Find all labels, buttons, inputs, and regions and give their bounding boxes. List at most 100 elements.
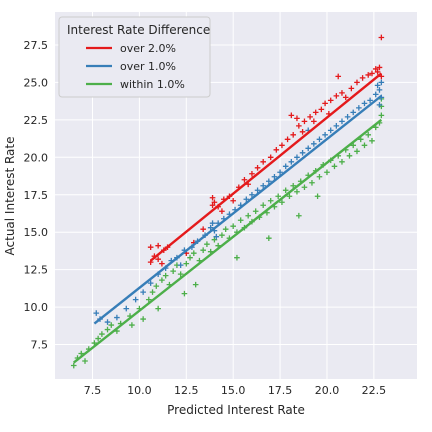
data-point xyxy=(249,191,255,198)
data-point xyxy=(318,106,325,113)
data-point xyxy=(376,64,383,71)
data-point xyxy=(294,154,300,161)
data-point xyxy=(322,132,328,138)
data-point xyxy=(299,129,306,135)
data-point xyxy=(104,326,111,333)
legend-title: Interest Rate Difference xyxy=(67,23,210,37)
data-point xyxy=(177,271,184,277)
data-point xyxy=(273,147,280,153)
x-tick-label: 12.5 xyxy=(174,384,199,397)
legend: Interest Rate Difference over 2.0% over … xyxy=(58,16,211,98)
data-point xyxy=(211,199,218,206)
data-point xyxy=(342,94,349,101)
data-point xyxy=(254,187,261,194)
data-point xyxy=(299,150,306,156)
y-tick-label: 12.5 xyxy=(24,264,49,277)
data-point xyxy=(237,217,244,224)
data-point xyxy=(374,69,381,75)
data-point xyxy=(282,163,289,170)
x-tick-label: 17.5 xyxy=(268,384,293,397)
data-point xyxy=(209,194,216,201)
data-point xyxy=(155,305,161,312)
data-point xyxy=(187,254,193,261)
data-point xyxy=(350,109,357,116)
data-point xyxy=(346,153,353,159)
data-point xyxy=(378,79,385,86)
data-point xyxy=(147,244,154,250)
data-point xyxy=(82,358,88,364)
data-point xyxy=(290,182,297,189)
y-tick-label: 10.0 xyxy=(24,301,49,314)
data-point xyxy=(159,260,165,267)
data-point xyxy=(301,118,308,125)
data-point xyxy=(324,169,330,176)
data-point xyxy=(140,289,146,295)
data-point xyxy=(311,141,317,147)
data-point xyxy=(369,138,375,144)
data-point xyxy=(99,331,105,337)
y-tick-label: 25.0 xyxy=(24,76,49,89)
data-point xyxy=(339,90,345,96)
data-point xyxy=(376,87,383,93)
fit-line-series-1 xyxy=(93,94,383,325)
data-point xyxy=(183,260,190,267)
data-point xyxy=(374,82,381,89)
tick-labels: 7.5 10.0 12.5 15.0 17.5 20.0 22.5 7.5 10.0 12.5 15… xyxy=(24,39,387,397)
data-point xyxy=(314,193,321,200)
data-point xyxy=(369,70,375,77)
data-point xyxy=(327,127,334,134)
data-point xyxy=(200,226,206,233)
data-point xyxy=(132,296,139,303)
data-point xyxy=(219,232,225,238)
data-point xyxy=(296,123,302,129)
data-point xyxy=(204,241,210,247)
y-tick-label: 7.5 xyxy=(31,339,49,352)
data-point xyxy=(279,199,285,206)
data-point xyxy=(230,223,236,230)
data-point xyxy=(140,316,146,322)
data-point xyxy=(311,118,317,125)
data-point xyxy=(339,118,345,125)
data-point xyxy=(219,208,225,215)
y-tick-label: 27.5 xyxy=(24,39,49,52)
data-point xyxy=(266,235,272,241)
data-point xyxy=(155,242,161,249)
y-tick-label: 22.5 xyxy=(24,114,49,127)
data-point xyxy=(354,79,360,86)
data-point xyxy=(275,193,282,200)
data-point xyxy=(348,85,355,92)
data-point xyxy=(170,268,176,274)
data-point xyxy=(149,289,156,295)
data-point xyxy=(222,226,229,233)
data-point xyxy=(252,208,259,215)
data-point xyxy=(190,250,197,256)
fit-line-series-2 xyxy=(73,118,383,364)
legend-label-over-1: over 1.0% xyxy=(120,60,176,73)
data-point xyxy=(301,184,308,191)
data-point xyxy=(249,170,255,177)
data-point xyxy=(305,145,312,152)
data-point xyxy=(339,158,345,165)
data-point xyxy=(271,173,278,180)
data-point xyxy=(260,202,266,209)
data-point xyxy=(333,93,340,99)
data-point xyxy=(93,310,100,316)
data-point xyxy=(95,335,101,342)
data-point xyxy=(200,247,206,253)
data-point xyxy=(290,132,297,138)
data-point xyxy=(70,362,77,369)
data-point xyxy=(213,233,220,240)
data-point xyxy=(356,105,362,111)
data-point xyxy=(296,212,302,219)
data-point xyxy=(361,100,368,107)
data-point xyxy=(286,193,293,200)
data-point xyxy=(145,296,152,303)
x-tick-label: 10.0 xyxy=(127,384,152,397)
data-point xyxy=(277,169,283,176)
data-point xyxy=(282,187,289,194)
data-point xyxy=(267,154,274,161)
x-tick-label: 22.5 xyxy=(362,384,387,397)
fit-line-series-0 xyxy=(149,72,383,262)
data-point xyxy=(104,319,111,325)
